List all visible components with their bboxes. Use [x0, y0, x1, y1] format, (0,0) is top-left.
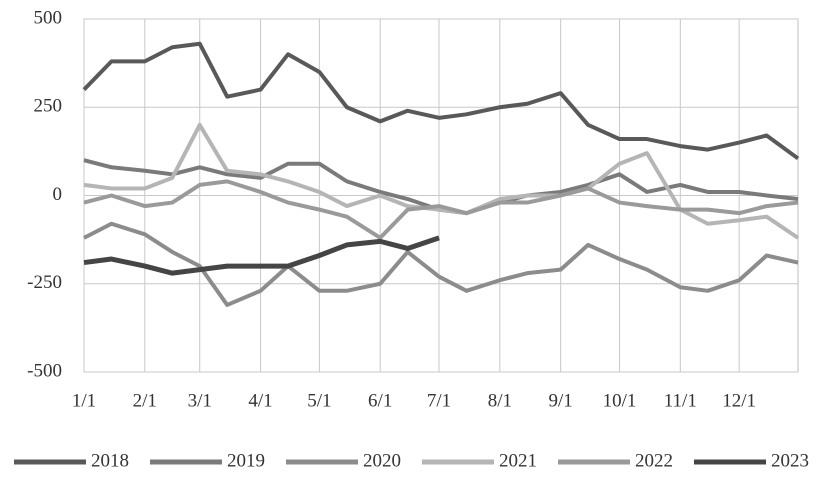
x-tick-label: 2/1	[133, 390, 157, 411]
legend-label: 2018	[91, 450, 129, 471]
legend-label: 2019	[227, 450, 265, 471]
legend-label: 2021	[499, 450, 537, 471]
x-tick-label: 12/1	[722, 390, 756, 411]
x-tick-label: 11/1	[664, 390, 697, 411]
x-tick-label: 6/1	[368, 390, 392, 411]
x-tick-label: 5/1	[307, 390, 331, 411]
series-line	[83, 235, 440, 276]
series-line	[83, 221, 799, 307]
y-tick-label: 250	[34, 96, 63, 117]
x-tick-label: 7/1	[427, 390, 451, 411]
y-tick-label: -500	[27, 360, 62, 381]
legend-label: 2020	[363, 450, 401, 471]
x-tick-label: 10/1	[603, 390, 637, 411]
legend-label: 2023	[771, 450, 809, 471]
legend-label: 2022	[635, 450, 673, 471]
x-tick-label: 9/1	[549, 390, 573, 411]
series-line	[83, 179, 799, 240]
series-line	[82, 41, 800, 161]
y-tick-label: -250	[27, 272, 62, 293]
y-tick-label: 500	[34, 7, 63, 28]
y-tick-label: 0	[53, 184, 63, 205]
x-tick-label: 3/1	[188, 390, 212, 411]
x-tick-label: 1/1	[72, 390, 96, 411]
series-line	[83, 122, 800, 240]
x-tick-label: 4/1	[248, 390, 272, 411]
x-tick-label: 8/1	[488, 390, 512, 411]
